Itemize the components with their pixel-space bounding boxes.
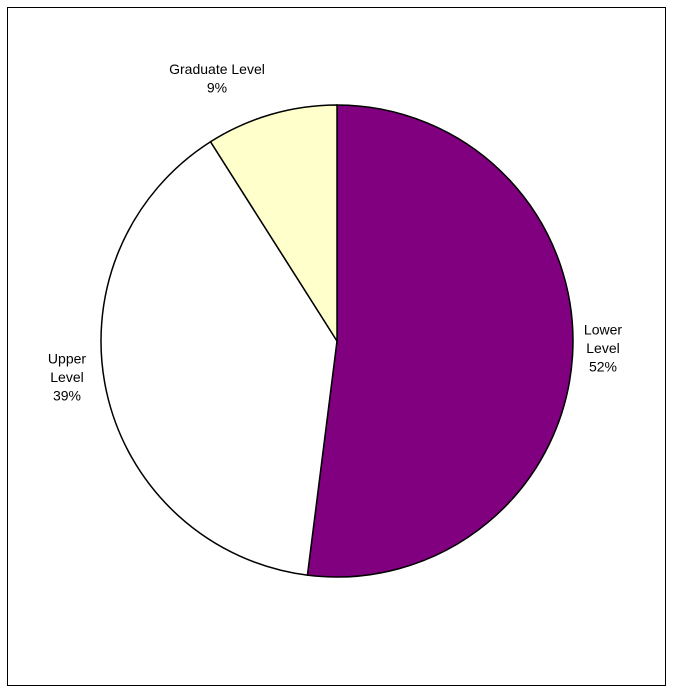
slice-label-line: Level	[586, 340, 619, 356]
slice-label: Graduate Level 9%	[169, 61, 265, 96]
slice-label-line: 39%	[53, 388, 81, 404]
pie-slice	[209, 104, 338, 344]
slice-label: Lower Level 52%	[584, 322, 622, 375]
slice-label-line: Upper	[48, 351, 86, 367]
pie-slice	[100, 140, 338, 576]
slice-label-line: Lower	[584, 322, 622, 338]
pie-slice	[306, 104, 574, 578]
slice-label-line: Level	[50, 369, 83, 385]
slice-label-line: 9%	[207, 79, 227, 95]
slice-label-line: Graduate Level	[169, 61, 265, 77]
slice-label: Upper Level 39%	[48, 351, 86, 404]
slice-label-line: 52%	[589, 359, 617, 375]
